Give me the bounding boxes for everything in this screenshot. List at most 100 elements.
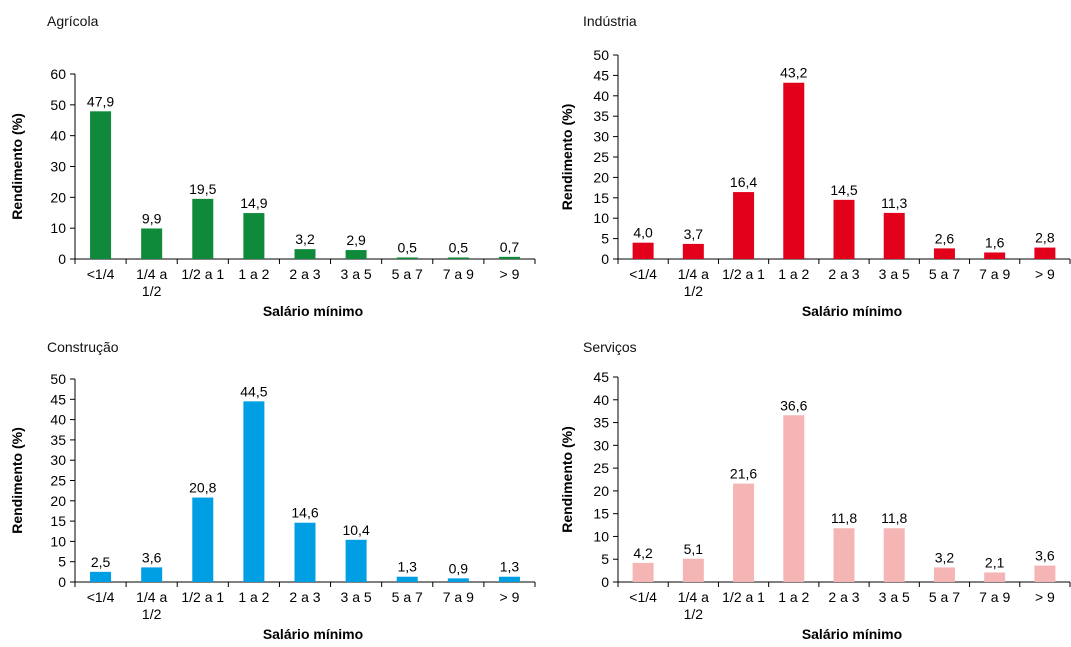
y-axis-label: Rendimento (%) — [9, 427, 25, 534]
bar — [90, 571, 112, 582]
y-tick-label: 0 — [58, 251, 66, 267]
bar — [396, 576, 418, 582]
data-label: 21,6 — [730, 466, 757, 482]
chart-panel-4: Serviços Rendimento (%) 0 5 10 15 20 25 30 35 40 45… — [559, 339, 1071, 642]
bar — [141, 567, 163, 582]
x-tick-label: 1/2 — [684, 283, 704, 299]
x-tick-label: > 9 — [500, 266, 520, 282]
data-label: 3,6 — [142, 549, 162, 565]
x-tick-label: 1 a 2 — [238, 266, 269, 282]
y-tick-label: 30 — [50, 159, 66, 175]
data-label: 0,9 — [449, 560, 469, 576]
bar — [783, 415, 805, 582]
x-tick-label: 3 a 5 — [879, 266, 910, 282]
y-tick-label: 10 — [593, 210, 609, 226]
y-tick-label: 20 — [593, 169, 609, 185]
y-axis-label: Rendimento (%) — [559, 426, 575, 533]
x-tick-label: 3 a 5 — [341, 266, 372, 282]
data-label: 14,5 — [830, 182, 857, 198]
x-tick-label: 5 a 7 — [929, 589, 960, 605]
bar — [733, 483, 755, 582]
y-tick-label: 20 — [593, 483, 609, 499]
data-label: 2,8 — [1035, 230, 1055, 246]
y-tick-label: 25 — [593, 460, 609, 476]
x-tick-label: 1/4 a — [136, 266, 167, 282]
bar — [1034, 565, 1056, 582]
bar — [141, 228, 163, 259]
y-tick-label: 45 — [50, 391, 66, 407]
x-axis-label: Salário mínimo — [802, 626, 902, 642]
y-tick-label: 30 — [593, 129, 609, 145]
bar — [345, 539, 367, 582]
bar — [294, 249, 316, 259]
y-tick-label: 30 — [593, 437, 609, 453]
x-tick-label: 1/4 a — [678, 589, 709, 605]
y-tick-label: 5 — [58, 554, 66, 570]
data-label: 20,8 — [189, 480, 216, 496]
y-tick-label: 5 — [601, 551, 609, 567]
bar — [243, 213, 265, 259]
data-label: 2,9 — [346, 232, 366, 248]
x-tick-label: 1/2 a 1 — [722, 266, 765, 282]
x-tick-label: 1/2 a 1 — [181, 266, 224, 282]
bar — [498, 256, 520, 259]
bar — [783, 82, 805, 259]
x-tick-label: 5 a 7 — [392, 589, 423, 605]
y-tick-label: 50 — [50, 97, 66, 113]
chart-title: Construção — [47, 339, 119, 355]
data-label: 3,7 — [684, 226, 704, 242]
bar — [192, 198, 214, 259]
x-axis-label: Salário mínimo — [263, 303, 363, 319]
data-label: 47,9 — [87, 93, 114, 109]
bar — [682, 558, 704, 582]
data-label: 11,8 — [881, 510, 907, 526]
y-tick-label: 0 — [601, 574, 609, 590]
bar — [498, 576, 520, 582]
data-label: 1,6 — [985, 234, 1005, 250]
x-tick-label: <1/4 — [87, 266, 115, 282]
data-label: 14,9 — [240, 195, 267, 211]
y-tick-label: 25 — [593, 149, 609, 165]
x-tick-label: 1 a 2 — [778, 589, 809, 605]
bar — [682, 243, 704, 259]
y-tick-label: 40 — [50, 412, 66, 428]
y-tick-label: 50 — [593, 47, 609, 63]
bar — [396, 257, 418, 259]
x-tick-label: 1/2 — [684, 606, 704, 622]
data-label: 0,7 — [500, 239, 520, 255]
y-tick-label: 0 — [601, 251, 609, 267]
data-label: 43,2 — [780, 65, 807, 81]
data-label: 2,1 — [985, 554, 1005, 570]
x-tick-label: <1/4 — [629, 589, 657, 605]
data-label: 44,5 — [240, 383, 267, 399]
data-label: 11,8 — [831, 510, 857, 526]
x-tick-label: 5 a 7 — [392, 266, 423, 282]
x-tick-label: 7 a 9 — [979, 266, 1010, 282]
bar — [833, 199, 855, 259]
y-tick-label: 40 — [593, 392, 609, 408]
y-tick-label: 60 — [50, 66, 66, 82]
x-tick-label: 1/4 a — [136, 589, 167, 605]
chart-panel-3: Construção Rendimento (%) 0 5 10 15 20 25 30 35 40… — [9, 339, 536, 642]
data-label: 2,6 — [935, 230, 955, 246]
x-tick-label: 1/2 — [142, 606, 162, 622]
x-tick-label: 7 a 9 — [443, 266, 474, 282]
y-tick-label: 35 — [593, 415, 609, 431]
x-axis-label: Salário mínimo — [263, 626, 363, 642]
chart-title: Agrícola — [47, 13, 99, 29]
bar — [1034, 247, 1056, 259]
y-tick-label: 10 — [50, 220, 66, 236]
bar — [345, 250, 367, 259]
x-tick-label: 1 a 2 — [778, 266, 809, 282]
x-tick-label: > 9 — [1035, 589, 1055, 605]
y-tick-label: 35 — [50, 432, 66, 448]
bar — [447, 578, 469, 582]
bar — [833, 528, 855, 582]
y-tick-label: 50 — [50, 371, 66, 387]
data-label: 19,5 — [189, 181, 216, 197]
data-label: 4,0 — [633, 225, 653, 241]
y-tick-label: 0 — [58, 574, 66, 590]
y-tick-label: 35 — [593, 108, 609, 124]
x-tick-label: 2 a 3 — [828, 266, 859, 282]
